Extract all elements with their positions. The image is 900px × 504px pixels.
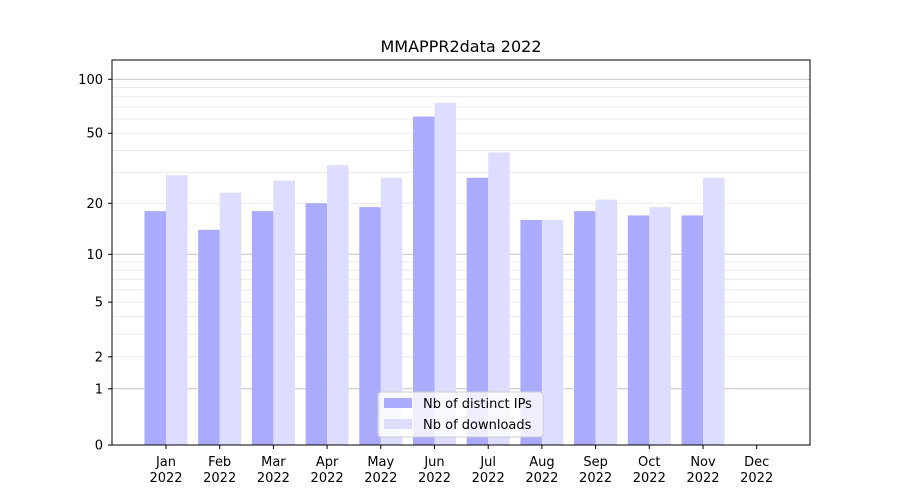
bar-ips-apr [305,203,328,445]
bar-downloads-aug [541,219,564,445]
x-tick-label-year: 2022 [525,471,558,486]
x-tick-label-month: Jun [423,455,444,470]
y-tick-label: 5 [95,296,103,311]
x-tick-label-year: 2022 [149,471,182,486]
chart-title: MMAPPR2data 2022 [381,37,542,56]
x-tick-label-month: Apr [316,455,339,470]
y-tick-label: 2 [95,350,103,365]
x-tick-label-month: Feb [208,455,231,470]
legend-swatch-ips [384,398,412,408]
bar-ips-jan [144,211,166,445]
x-tick-label-year: 2022 [633,471,666,486]
bar-ips-may [359,207,381,445]
bar-downloads-may [380,177,403,445]
y-tick-label: 10 [86,248,103,263]
x-tick-label-year: 2022 [686,471,719,486]
y-tick-label: 100 [78,73,103,88]
x-tick-label-year: 2022 [364,471,397,486]
bar-downloads-jan [166,175,188,446]
x-tick-label-month: Aug [529,455,554,470]
y-tick-label: 50 [86,127,103,142]
bar-downloads-jul [488,152,510,445]
bar-downloads-mar [273,180,295,445]
bar-ips-oct [627,215,650,445]
bar-ips-mar [251,211,274,445]
x-tick-label-month: May [367,455,394,470]
x-tick-label-year: 2022 [740,471,773,486]
x-tick-label-month: Dec [744,455,769,470]
plot-frame [111,59,811,446]
legend: Nb of distinct IPs Nb of downloads [377,391,544,438]
bar-ips-aug [520,219,542,445]
bar-downloads-oct [649,207,671,445]
bar-ips-nov [681,215,703,445]
legend-box [377,391,544,438]
x-tick-label-year: 2022 [418,471,451,486]
x-tick-label-year: 2022 [579,471,612,486]
x-tick-label-year: 2022 [203,471,236,486]
x-tick-label-month: Mar [261,455,286,470]
x-tick-label-month: Jan [155,455,176,470]
bar-ips-jul [466,177,489,445]
bar-downloads-sep [595,199,618,445]
x-tick-label-month: Nov [690,455,716,470]
bar-downloads-feb [219,192,242,445]
legend-label-downloads: Nb of downloads [423,418,532,433]
legend-swatch-downloads [384,419,412,429]
y-tick-label: 20 [86,197,103,212]
bar-ips-feb [198,229,220,445]
x-tick-label-year: 2022 [257,471,290,486]
x-tick-label-year: 2022 [472,471,505,486]
x-tick-label-month: Jul [479,455,496,470]
x-tick-label-year: 2022 [311,471,344,486]
bar-downloads-nov [703,177,725,445]
x-tick-label-month: Oct [638,455,660,470]
x-tick-label-month: Sep [583,455,608,470]
bar-downloads-jun [434,102,456,446]
legend-label-ips: Nb of distinct IPs [423,397,532,412]
y-tick-label: 1 [95,382,103,397]
bar-ips-jun [413,116,435,446]
bar-downloads-apr [327,165,349,445]
bar-ips-sep [574,211,596,445]
y-tick-label: 0 [95,439,103,454]
